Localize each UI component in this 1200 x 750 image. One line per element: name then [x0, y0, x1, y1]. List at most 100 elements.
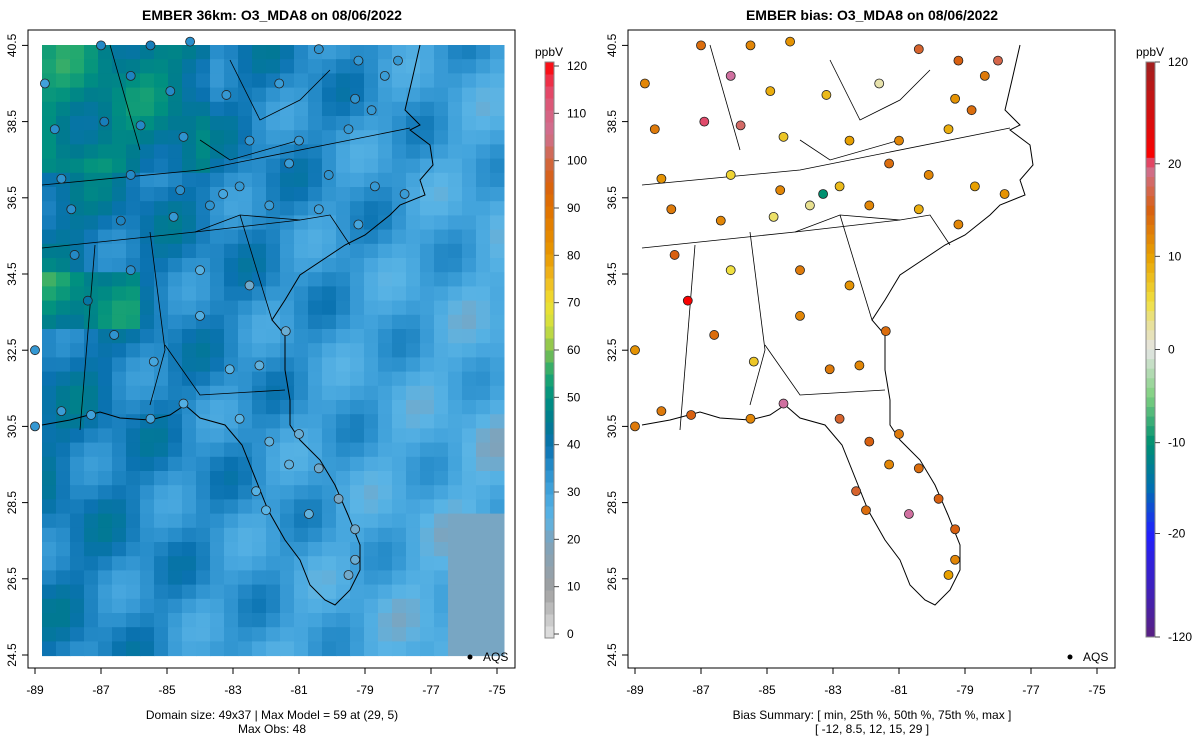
grid-cell: [406, 499, 421, 515]
grid-cell: [56, 527, 71, 543]
colorbar-segment: [1146, 502, 1155, 513]
grid-cell: [224, 116, 239, 131]
colorbar-segment: [1146, 454, 1155, 465]
grid-cell: [56, 144, 71, 160]
grid-cell: [420, 286, 435, 302]
grid-cell: [140, 513, 155, 529]
grid-cell: [336, 314, 351, 330]
grid-cell: [238, 144, 253, 160]
grid-cell: [378, 329, 393, 344]
grid-cell: [196, 513, 211, 529]
grid-cell: [84, 456, 99, 472]
station-bias-marker: [630, 421, 640, 432]
grid-cell: [462, 485, 477, 500]
grid-cell: [98, 556, 113, 571]
grid-cell: [350, 130, 365, 145]
colorbar-tick-label: 10: [1168, 249, 1182, 263]
grid-cell: [378, 414, 393, 429]
grid-cell: [252, 116, 267, 131]
station-bias-marker: [649, 124, 660, 135]
grid-cell: [476, 101, 491, 117]
grid-cell: [126, 314, 141, 330]
grid-cell: [126, 59, 141, 74]
grid-cell: [196, 286, 211, 302]
colorbar-segment: [545, 302, 554, 315]
grid-cell: [336, 357, 351, 373]
grid-cell: [462, 272, 477, 287]
grid-cell: [196, 428, 211, 444]
grid-cell: [336, 542, 351, 557]
grid-cell: [126, 130, 141, 145]
station-bias-marker: [666, 204, 677, 215]
grid-cell: [238, 357, 253, 373]
colorbar-tick-label: 10: [567, 580, 581, 594]
y-tick-label: 38.5: [5, 110, 19, 134]
grid-cell: [210, 442, 225, 458]
grid-cell: [70, 329, 85, 344]
colorbar-segment: [545, 74, 554, 87]
grid-cell: [224, 172, 239, 188]
grid-cell: [140, 542, 155, 557]
colorbar-segment: [1146, 349, 1155, 360]
grid-cell: [210, 343, 225, 358]
grid-cell: [462, 414, 477, 429]
grid-cell: [238, 627, 253, 642]
grid-cell: [308, 414, 323, 429]
station-obs-marker: [30, 345, 40, 356]
grid-cell: [126, 428, 141, 444]
grid-cell: [322, 329, 337, 344]
grid-cell: [210, 584, 225, 600]
grid-cell: [196, 542, 211, 557]
grid-cell: [98, 73, 113, 89]
colorbar-tick-label: -10: [1168, 436, 1186, 450]
grid-cell: [420, 187, 435, 202]
grid-cell: [420, 158, 435, 174]
grid-cell: [84, 357, 99, 373]
grid-cell: [168, 513, 183, 529]
grid-cell: [224, 215, 239, 231]
grid-cell: [56, 45, 71, 60]
grid-cell: [196, 272, 211, 287]
station-bias-marker: [979, 70, 990, 81]
grid-cell: [42, 527, 57, 543]
grid-cell: [350, 357, 365, 373]
grid-cell: [196, 172, 211, 188]
grid-cell: [42, 598, 57, 614]
station-bias-marker: [699, 116, 710, 127]
grid-cell: [406, 598, 421, 614]
grid-cell: [98, 442, 113, 458]
y-tick-label: 26.5: [5, 567, 19, 591]
grid-cell: [294, 400, 309, 415]
station-obs-marker: [115, 215, 126, 226]
model-footer-line1: Domain size: 49x37 | Max Model = 59 at (…: [146, 708, 398, 722]
grid-cell: [350, 144, 365, 160]
grid-cell: [406, 144, 421, 160]
grid-cell: [126, 329, 141, 344]
grid-cell: [126, 187, 141, 202]
grid-cell: [168, 485, 183, 500]
grid-cell: [168, 130, 183, 145]
grid-cell: [490, 215, 505, 231]
grid-cell: [126, 87, 141, 103]
x-tick-label: -81: [890, 683, 908, 697]
grid-cell: [350, 613, 365, 628]
grid-cell: [196, 613, 211, 628]
station-obs-marker: [56, 173, 67, 184]
grid-cell: [196, 641, 211, 657]
grid-cell: [364, 300, 379, 316]
grid-cell: [308, 485, 323, 500]
station-obs-marker: [323, 170, 334, 180]
grid-cell: [154, 130, 169, 145]
grid-cell: [294, 527, 309, 543]
grid-cell: [252, 130, 267, 145]
grid-cell: [126, 414, 141, 429]
grid-cell: [462, 584, 477, 600]
state-boundary: [149, 231, 166, 406]
grid-cell: [42, 584, 57, 600]
grid-cell: [154, 329, 169, 344]
grid-cell: [266, 243, 281, 259]
colorbar-segment: [1146, 90, 1155, 101]
grid-cell: [336, 172, 351, 188]
grid-cell: [308, 343, 323, 358]
grid-cell: [266, 613, 281, 628]
